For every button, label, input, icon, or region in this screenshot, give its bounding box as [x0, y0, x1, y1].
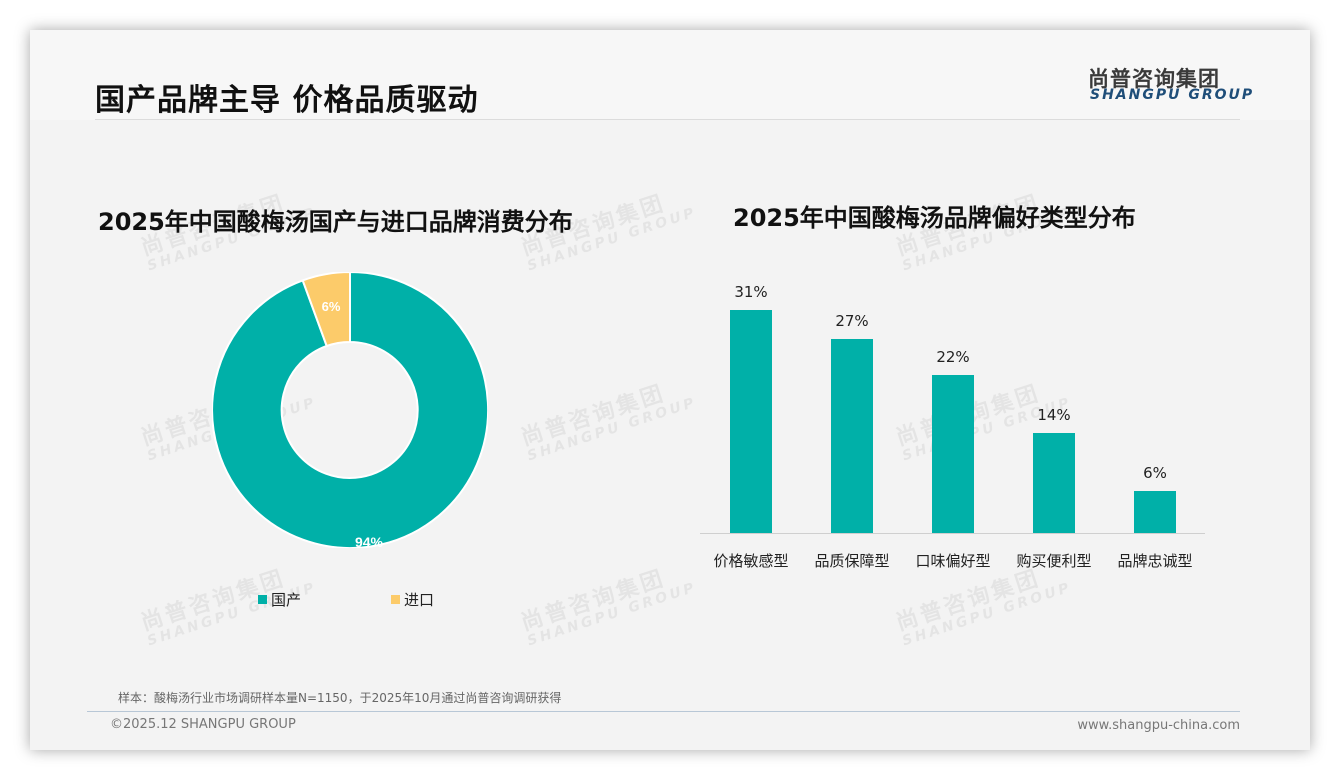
bar-chart-title: 2025年中国酸梅汤品牌偏好类型分布 [733, 204, 1136, 232]
x-axis-tick-label: 购买便利型 [1016, 552, 1092, 570]
x-axis-line [700, 533, 1205, 534]
page-title: 国产品牌主导 价格品质驱动 [95, 83, 479, 118]
bar-value-label: 14% [1037, 406, 1071, 424]
legend-swatch-teal [258, 595, 267, 604]
website-url: www.shangpu-china.com [1077, 718, 1240, 733]
logo-cn: 尚普咨询集团 [1088, 67, 1220, 91]
donut-label-domestic: 94% [355, 534, 384, 548]
bar-taste-preference [932, 375, 974, 533]
bar-value-label: 27% [835, 312, 869, 330]
slide: 尚普咨询集团 SHANGPU GROUP 尚普咨询集团 SHANGPU GROUP … [30, 30, 1310, 750]
x-axis-tick-label: 品牌忠诚型 [1117, 552, 1193, 570]
bar-value-label: 22% [936, 348, 970, 366]
donut-chart-title: 2025年中国酸梅汤国产与进口品牌消费分布 [98, 208, 573, 236]
header-band [30, 30, 1310, 120]
x-axis-tick-label: 口味偏好型 [915, 552, 991, 570]
legend-item-import: 进口 [391, 589, 434, 610]
bar-quality-assured [831, 339, 873, 533]
x-axis-tick-label: 价格敏感型 [713, 552, 789, 570]
bar-value-label: 31% [734, 283, 768, 301]
donut-slice-import [301, 272, 351, 348]
title-divider [95, 119, 1240, 120]
legend-label: 国产 [271, 591, 302, 609]
bar-purchase-convenience [1033, 433, 1075, 533]
bar-value-label: 6% [1143, 464, 1167, 482]
donut-label-import: 6% [322, 299, 341, 314]
sample-note: 样本：酸梅汤行业市场调研样本量N=1150，于2025年10月通过尚普咨询调研获… [118, 691, 562, 705]
footer-divider [87, 711, 1240, 712]
legend-label: 进口 [404, 591, 435, 609]
bar-brand-loyalty [1134, 491, 1176, 533]
copyright: ©2025.12 SHANGPU GROUP [110, 717, 296, 732]
legend-item-domestic: 国产 [258, 589, 301, 610]
x-axis-tick-label: 品质保障型 [814, 552, 890, 570]
bar-price-sensitive [730, 310, 772, 533]
donut-chart: 6% 94% [212, 272, 488, 548]
logo-en: SHANGPU GROUP [1090, 87, 1255, 103]
donut-slice-domestic [212, 272, 488, 548]
legend-swatch-yellow [391, 595, 400, 604]
